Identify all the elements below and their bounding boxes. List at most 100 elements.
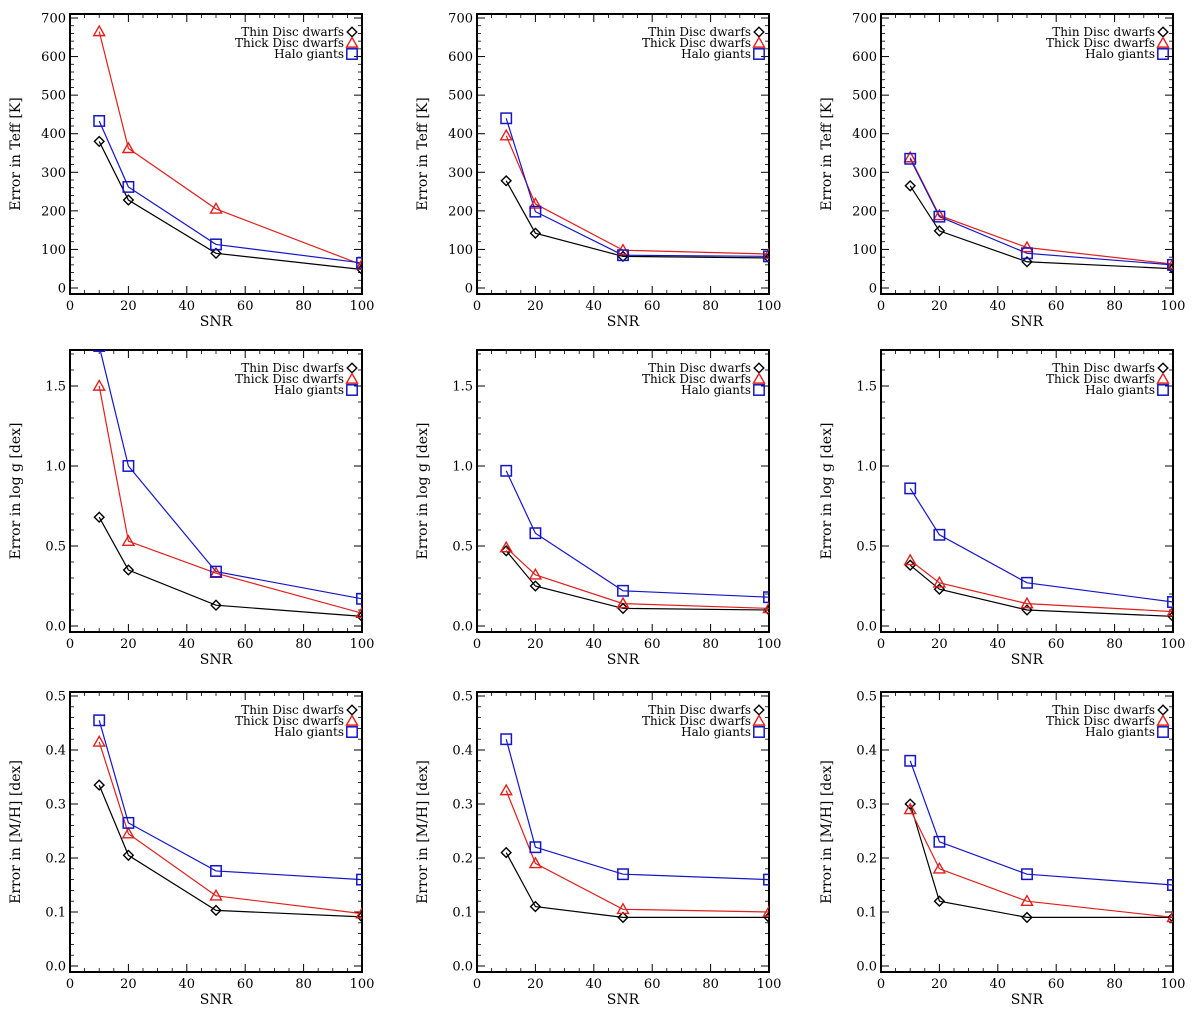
x-axis-title: SNR xyxy=(1011,314,1044,330)
legend-label: Thin Disc dwarfs xyxy=(1052,25,1155,39)
y-tick-label: 500 xyxy=(448,89,473,104)
x-axis-title: SNR xyxy=(200,314,233,330)
data-point xyxy=(122,849,135,862)
data-point xyxy=(122,460,135,472)
legend-label: Thin Disc dwarfs xyxy=(648,361,751,375)
series-group xyxy=(92,714,362,923)
y-axis-title: Error in Teff [K] xyxy=(819,97,835,210)
legend-label: Thick Disc dwarfs xyxy=(642,372,751,386)
subplot-7: 0 20 40 60 80 100 0.0 0.1 0.2 0.3 0.4 0.5 SNR Error i… xyxy=(8,690,374,1009)
series-line-3 xyxy=(909,488,1173,603)
subplot-2: 0 20 40 60 80 100 0 100 200 300 400 500 600 700 SNR Err… xyxy=(415,12,781,331)
x-tick-label: 0 xyxy=(877,299,885,314)
x-tick-label: 60 xyxy=(237,637,254,652)
x-tick-label: 80 xyxy=(295,637,312,652)
legend-marker xyxy=(1157,26,1169,38)
x-tick-label: 0 xyxy=(66,299,74,314)
y-tick-label: 700 xyxy=(448,12,473,27)
series-line-3 xyxy=(505,118,769,257)
data-point xyxy=(904,152,917,165)
y-tick-label: 0.3 xyxy=(856,798,877,813)
legend-label: Halo giants xyxy=(1085,47,1155,61)
x-tick-label: 80 xyxy=(702,637,719,652)
y-tick-label: 200 xyxy=(852,204,877,219)
series-line-1 xyxy=(98,141,362,271)
series-line-1 xyxy=(98,784,362,918)
y-tick-label: 0.0 xyxy=(452,620,473,635)
data-point xyxy=(933,835,946,848)
data-point xyxy=(210,599,222,611)
data-point xyxy=(528,197,543,209)
legend-marker xyxy=(345,372,359,384)
series-line-3 xyxy=(98,120,362,264)
x-tick-label: 80 xyxy=(702,299,719,314)
legend-label: Thin Disc dwarfs xyxy=(1052,361,1155,375)
series-line-3 xyxy=(98,720,362,881)
data-point xyxy=(1020,894,1034,907)
y-tick-label: 100 xyxy=(448,243,473,258)
y-tick-label: 0 xyxy=(465,282,473,297)
y-tick-label: 0.1 xyxy=(45,906,66,921)
y-tick-label: 300 xyxy=(852,166,877,181)
series-line-2 xyxy=(98,31,362,266)
x-tick-label: 100 xyxy=(757,977,782,992)
legend-marker xyxy=(1157,362,1169,374)
data-point xyxy=(499,540,513,553)
x-tick-label: 40 xyxy=(179,299,196,314)
x-tick-label: 60 xyxy=(1048,637,1065,652)
x-tick-label: 40 xyxy=(990,637,1007,652)
y-tick-label: 0.2 xyxy=(856,852,877,867)
legend-label: Thin Disc dwarfs xyxy=(1052,703,1155,717)
y-axis-title: Error in Teff [K] xyxy=(415,97,431,210)
y-tick-label: 0 xyxy=(869,282,877,297)
y-tick-label: 0.4 xyxy=(856,744,877,759)
subplot-8: 0 20 40 60 80 100 0.0 0.1 0.2 0.3 0.4 0.5 SNR Error i… xyxy=(415,690,781,1009)
legend-label: Thick Disc dwarfs xyxy=(642,714,751,728)
legend-marker xyxy=(752,372,766,384)
x-tick-label: 60 xyxy=(644,977,661,992)
legend-marker xyxy=(753,48,765,60)
y-tick-label: 0.0 xyxy=(856,960,877,975)
data-point xyxy=(1167,262,1173,275)
series-line-3 xyxy=(99,350,362,600)
y-tick-label: 500 xyxy=(852,89,877,104)
series-group xyxy=(903,150,1173,275)
data-point xyxy=(904,798,916,810)
series-line-2 xyxy=(98,741,362,915)
legend-label: Thin Disc dwarfs xyxy=(241,703,344,717)
legend-label: Halo giants xyxy=(681,725,751,739)
x-tick-label: 20 xyxy=(931,299,948,314)
y-tick-label: 0.5 xyxy=(856,540,877,555)
data-point xyxy=(210,247,222,260)
data-point xyxy=(500,733,513,746)
data-point xyxy=(356,610,362,623)
data-point xyxy=(122,194,135,206)
x-tick-label: 80 xyxy=(702,977,719,992)
subplot-9: 0 20 40 60 80 100 0.0 0.1 0.2 0.3 0.4 0.5 SNR Error i… xyxy=(819,690,1185,1009)
data-point xyxy=(93,350,106,352)
legend-label: Thin Disc dwarfs xyxy=(648,703,751,717)
y-axis-title: Error in Teff [K] xyxy=(8,97,24,210)
data-point xyxy=(528,856,543,869)
x-tick-label: 0 xyxy=(473,637,481,652)
data-point xyxy=(122,816,135,829)
y-tick-label: 0.5 xyxy=(856,690,877,705)
y-tick-label: 300 xyxy=(448,166,473,181)
series-group xyxy=(499,112,769,264)
y-tick-label: 0.0 xyxy=(45,620,66,635)
legend-marker xyxy=(346,48,358,60)
series-line-3 xyxy=(505,739,769,881)
y-tick-label: 400 xyxy=(41,127,66,142)
data-point xyxy=(210,865,222,877)
data-point xyxy=(617,911,629,924)
x-tick-label: 40 xyxy=(586,637,603,652)
data-point xyxy=(1021,868,1033,881)
legend-marker xyxy=(346,26,358,38)
x-tick-label: 100 xyxy=(757,299,782,314)
y-tick-label: 200 xyxy=(41,204,66,219)
data-point xyxy=(500,545,512,557)
x-axis-title: SNR xyxy=(200,992,233,1008)
